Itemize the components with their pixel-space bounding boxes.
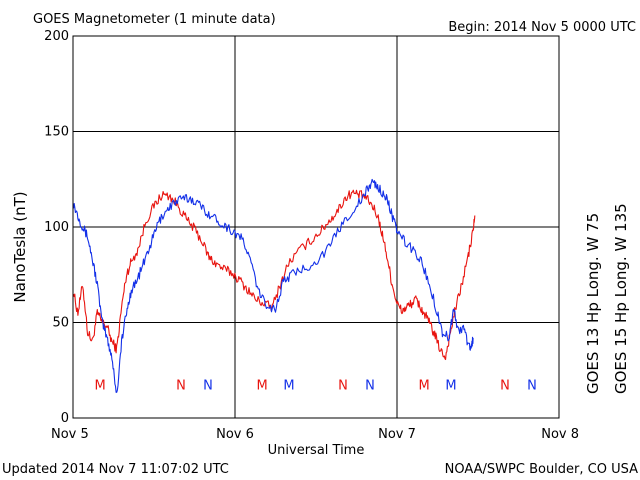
marker-red-M: M: [94, 379, 105, 394]
x-tick-label: Nov 8: [541, 427, 579, 442]
x-tick-label: Nov 5: [51, 427, 89, 442]
marker-blue-N: N: [365, 379, 375, 394]
legend-goes15: GOES 15 Hp Long. W 135: [612, 203, 630, 394]
chart-title: GOES Magnetometer (1 minute data): [33, 12, 276, 27]
x-tick-label: Nov 7: [378, 427, 416, 442]
plot-frame: [72, 35, 560, 419]
y-tick-label: 50: [52, 316, 69, 331]
local-time-markers: M N M N M NN M N M N: [94, 379, 536, 394]
marker-blue-M: M: [445, 379, 456, 394]
y-tick-label: 0: [61, 411, 69, 426]
begin-time: Begin: 2014 Nov 5 0000 UTC: [448, 20, 636, 35]
data-series: [72, 178, 476, 393]
series-line-goes13: [72, 189, 476, 361]
marker-red-M: M: [256, 379, 267, 394]
x-axis-label: Universal Time: [268, 443, 365, 458]
marker-blue-N: N: [527, 379, 537, 394]
y-tick-label: 100: [44, 220, 69, 235]
x-tick-label: Nov 6: [216, 427, 254, 442]
marker-blue-M: M: [283, 379, 294, 394]
marker-blue-N: N: [203, 379, 213, 394]
marker-red-N: N: [500, 379, 510, 394]
marker-red-N: N: [338, 379, 348, 394]
marker-red-M: M: [418, 379, 429, 394]
y-tick-label: 200: [44, 29, 69, 44]
series-line-goes15: [72, 178, 474, 393]
y-tick-label: 150: [44, 125, 69, 140]
y-tick-labels: 0 50 100 150 200: [44, 29, 69, 426]
marker-red-N: N: [176, 379, 186, 394]
y-axis-label: NanoTesla (nT): [11, 191, 29, 302]
legend-goes13: GOES 13 Hp Long. W 75: [584, 213, 602, 394]
grid: [73, 36, 559, 418]
credit: NOAA/SWPC Boulder, CO USA: [445, 462, 638, 477]
x-tick-labels: Nov 5 Nov 6 Nov 7 Nov 8: [51, 427, 579, 442]
updated-timestamp: Updated 2014 Nov 7 11:07:02 UTC: [2, 462, 229, 477]
